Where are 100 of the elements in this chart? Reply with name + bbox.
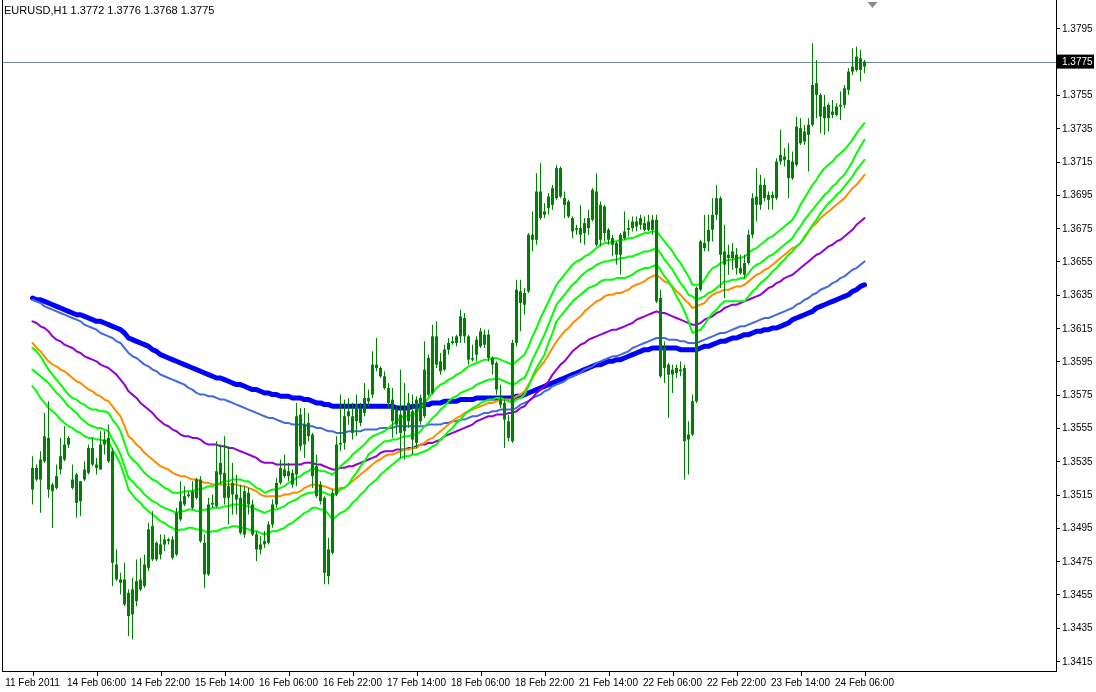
candlestick xyxy=(287,462,290,482)
ref-line-label: 1.3775 xyxy=(1062,56,1094,68)
candlestick xyxy=(831,99,834,119)
y-tick-label: 1.3615 xyxy=(1062,322,1094,334)
candlestick xyxy=(503,399,506,449)
x-tick-label: 18 Feb 06:00 xyxy=(451,677,511,688)
candlestick xyxy=(443,344,446,372)
candlestick xyxy=(571,215,574,239)
candlestick xyxy=(475,335,478,362)
candlestick xyxy=(459,309,462,344)
candlestick xyxy=(579,204,582,244)
y-tick-label: 1.3695 xyxy=(1062,189,1094,201)
y-tick-label: 1.3575 xyxy=(1062,389,1094,401)
y-tick-label: 1.3435 xyxy=(1062,622,1094,634)
candlestick xyxy=(267,520,270,545)
candlestick xyxy=(763,177,766,202)
candlestick xyxy=(711,197,714,242)
candlestick xyxy=(583,217,586,246)
candlestick xyxy=(547,192,550,216)
candlestick xyxy=(159,533,162,560)
candlestick xyxy=(347,397,350,426)
candlestick xyxy=(859,49,862,83)
y-tick-label: 1.3755 xyxy=(1062,89,1094,101)
y-tick-label: 1.3535 xyxy=(1062,455,1094,467)
x-tick-label: 24 Feb 06:00 xyxy=(835,677,895,688)
candlestick xyxy=(735,247,738,276)
candlestick xyxy=(563,190,566,219)
candlestick xyxy=(467,334,470,366)
candlestick xyxy=(855,46,858,73)
candlestick xyxy=(231,462,234,515)
x-tick-label: 22 Feb 06:00 xyxy=(643,677,703,688)
candlestick xyxy=(403,382,406,461)
candlestick xyxy=(303,407,306,459)
candlestick xyxy=(783,147,786,167)
candlestick xyxy=(787,142,790,199)
x-tick-label: 11 Feb 2011 xyxy=(5,677,61,688)
candlestick xyxy=(731,242,734,271)
candlestick xyxy=(31,455,34,505)
candlestick xyxy=(827,102,830,133)
candlestick xyxy=(759,174,762,211)
y-tick-label: 1.3635 xyxy=(1062,289,1094,301)
y-tick-label: 1.3595 xyxy=(1062,355,1094,367)
candlestick xyxy=(359,402,362,427)
candlestick xyxy=(271,499,274,529)
x-tick-label: 23 Feb 14:00 xyxy=(771,677,831,688)
candlestick xyxy=(807,117,810,172)
candlestick xyxy=(779,129,782,166)
candlestick xyxy=(283,454,286,479)
x-tick-label: 16 Feb 22:00 xyxy=(323,677,383,688)
candlestick xyxy=(391,387,394,439)
candlestick xyxy=(727,244,730,276)
candlestick xyxy=(739,254,742,276)
x-tick-label: 16 Feb 06:00 xyxy=(259,677,319,688)
y-tick-label: 1.3715 xyxy=(1062,156,1094,168)
candlestick xyxy=(191,480,194,510)
x-tick-label: 15 Feb 14:00 xyxy=(195,677,255,688)
candlestick xyxy=(839,91,842,121)
x-tick-label: 18 Feb 22:00 xyxy=(515,677,575,688)
y-tick-label: 1.3655 xyxy=(1062,255,1094,267)
candlestick xyxy=(355,394,358,437)
y-tick-label: 1.3555 xyxy=(1062,422,1094,434)
candlestick xyxy=(487,329,490,362)
candlestick xyxy=(275,477,278,509)
candlestick xyxy=(55,464,58,491)
y-tick-label: 1.3415 xyxy=(1062,655,1094,667)
candlestick xyxy=(115,548,118,582)
candlestick xyxy=(279,459,282,486)
chart-title: EURUSD,H1 1.3772 1.3776 1.3768 1.3775 xyxy=(4,4,215,16)
candlestick xyxy=(463,312,466,344)
candlestick xyxy=(851,47,854,76)
y-tick-label: 1.3515 xyxy=(1062,489,1094,501)
x-tick-label: 22 Feb 22:00 xyxy=(707,677,767,688)
candlestick xyxy=(255,530,258,562)
candlestick xyxy=(339,394,342,452)
candlestick xyxy=(707,214,710,252)
line-series xyxy=(31,217,866,471)
candlestick xyxy=(59,437,62,476)
candlestick xyxy=(567,199,570,219)
x-tick-label: 14 Feb 22:00 xyxy=(131,677,191,688)
candlestick xyxy=(611,234,614,257)
candlestick xyxy=(351,402,354,441)
y-tick-label: 1.3675 xyxy=(1062,222,1094,234)
candlestick xyxy=(743,254,746,279)
x-tick-label: 21 Feb 14:00 xyxy=(579,677,639,688)
candlestick xyxy=(671,364,674,394)
candlestick xyxy=(259,535,262,555)
candlestick xyxy=(383,370,386,391)
candlestick xyxy=(399,369,402,459)
candlestick xyxy=(227,445,230,525)
candlestick xyxy=(619,232,622,276)
x-tick-label: 14 Feb 06:00 xyxy=(67,677,127,688)
candlestick xyxy=(819,92,822,134)
y-tick-label: 1.3795 xyxy=(1062,22,1094,34)
candlestick xyxy=(523,287,526,316)
y-tick-label: 1.3455 xyxy=(1062,588,1094,600)
candlestick xyxy=(803,124,806,146)
y-tick-label: 1.3495 xyxy=(1062,522,1094,534)
candlestick xyxy=(823,94,826,136)
x-tick-label: 17 Feb 14:00 xyxy=(387,677,447,688)
y-tick-label: 1.3475 xyxy=(1062,555,1094,567)
